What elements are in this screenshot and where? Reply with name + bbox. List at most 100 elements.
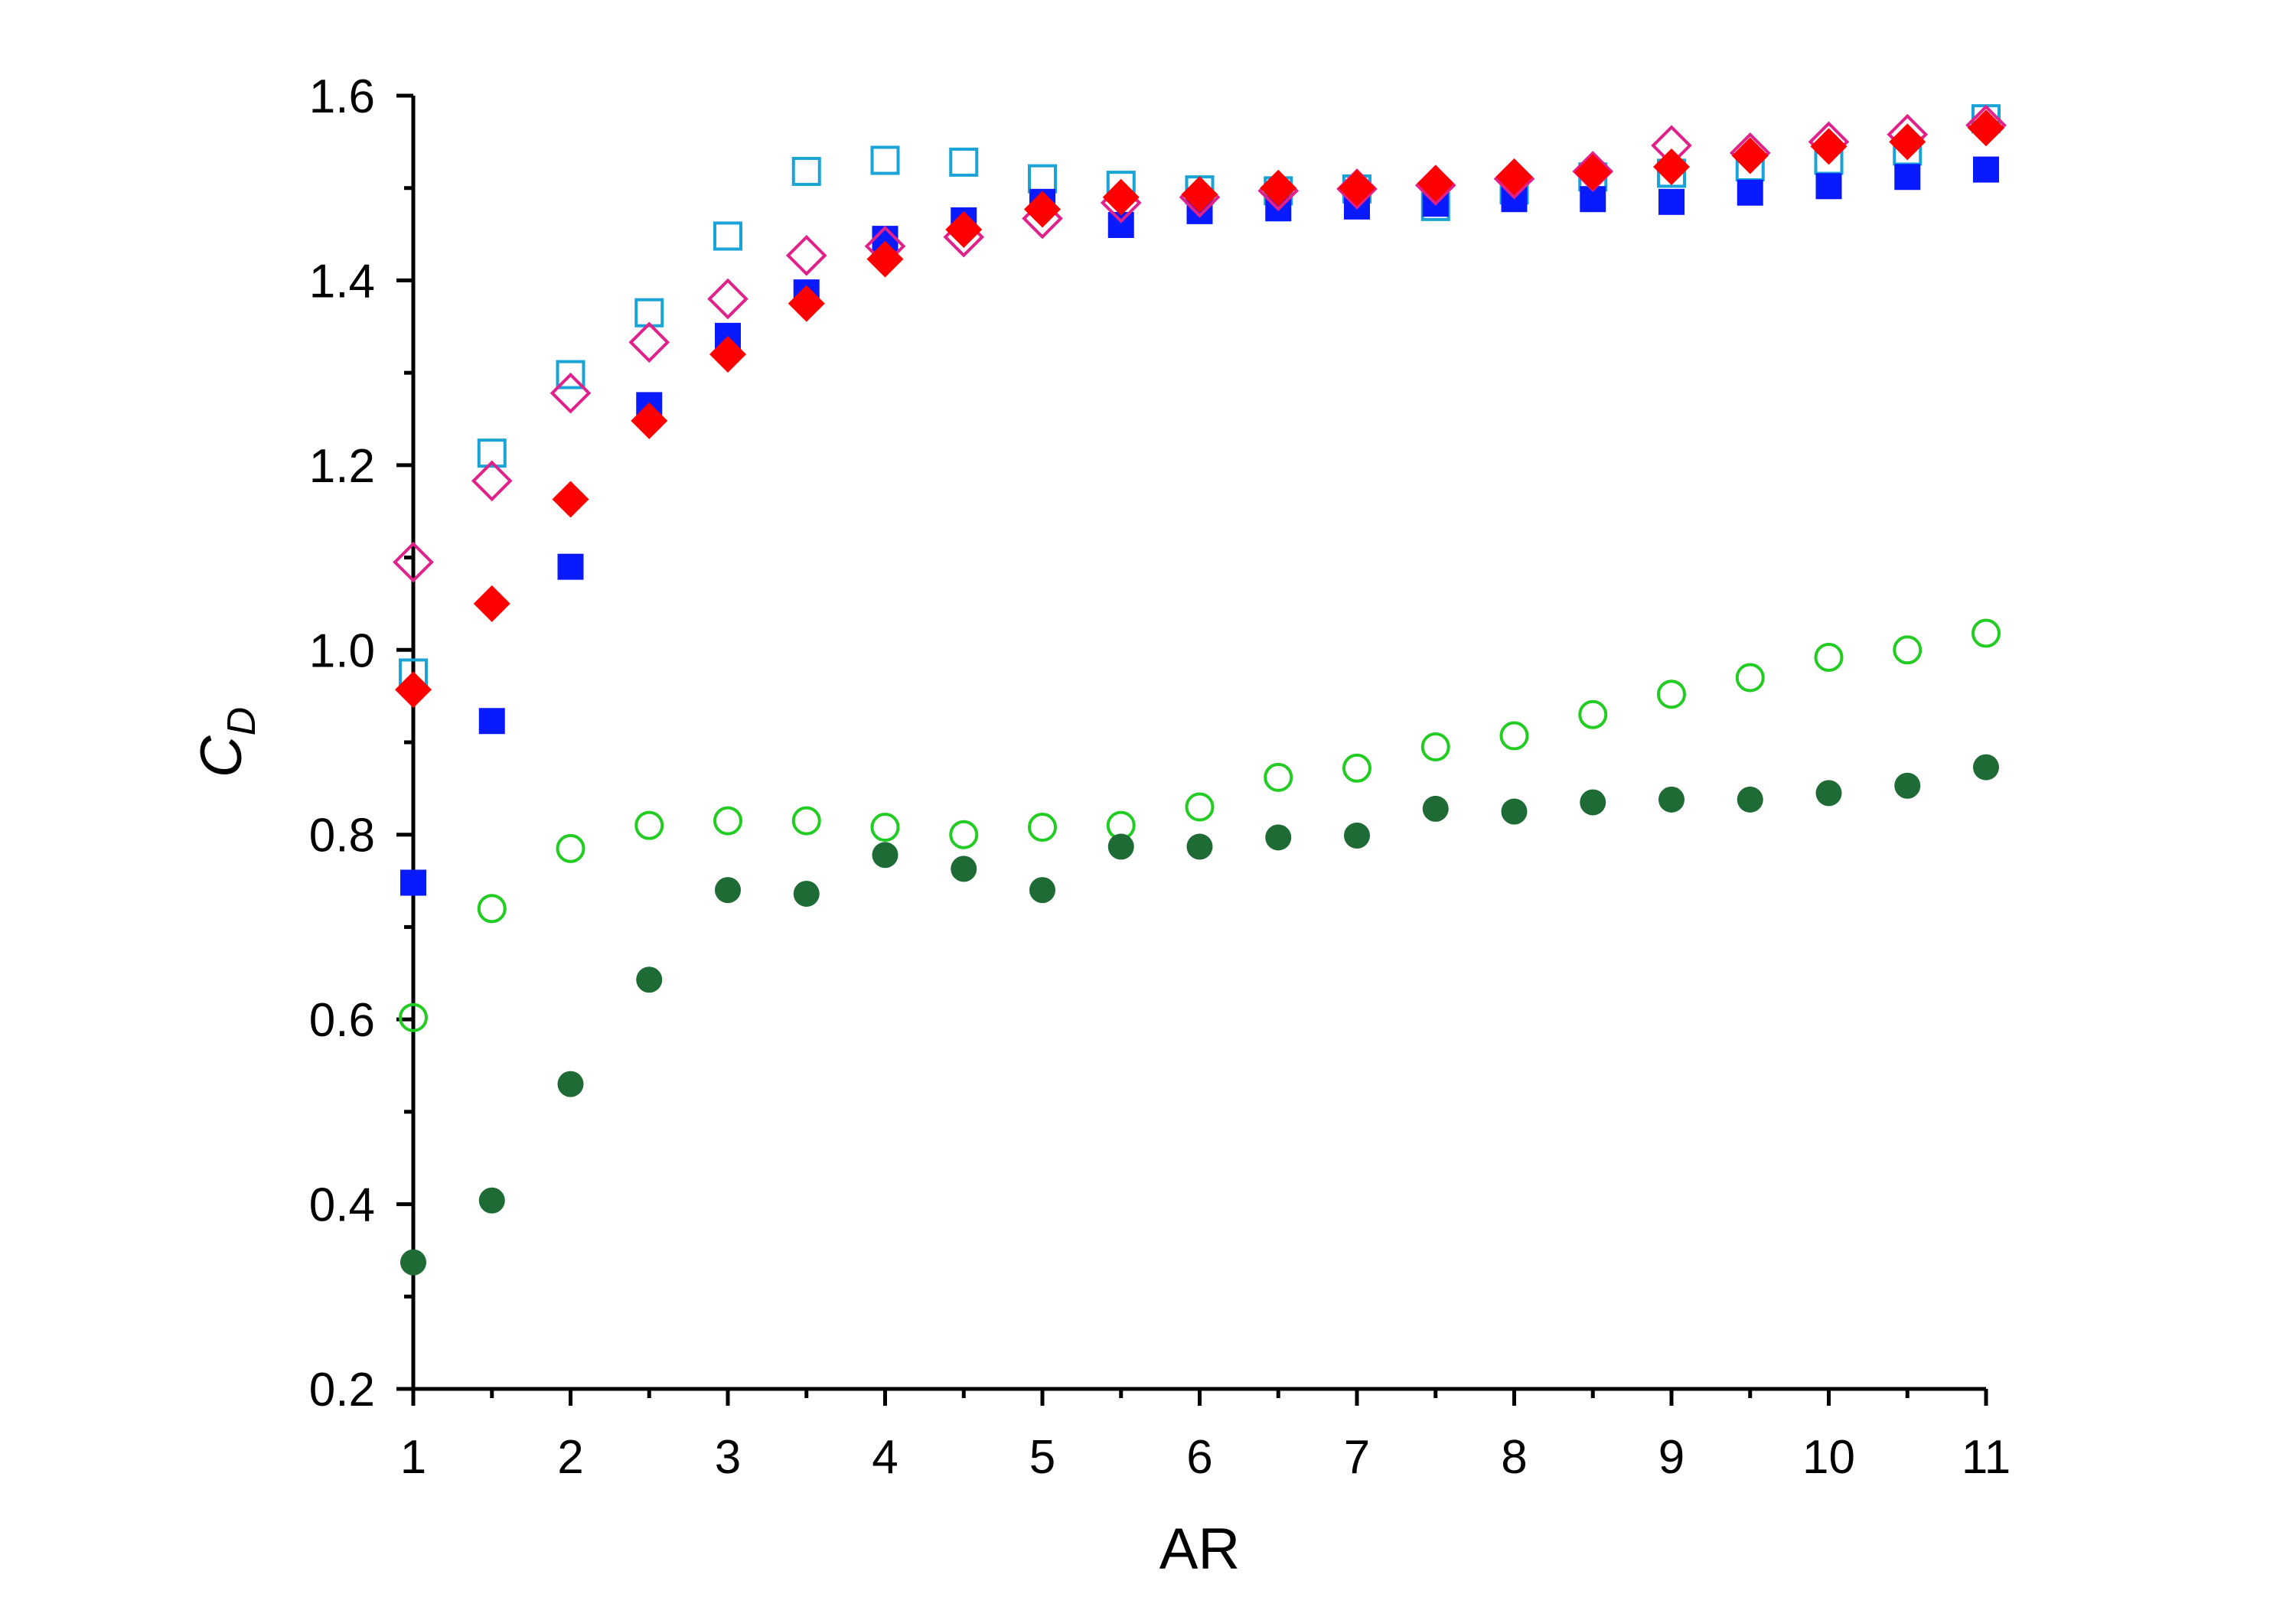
- y-tick-label: 0.2: [309, 1364, 375, 1416]
- data-point-diamond-filled: [631, 402, 668, 439]
- ticks: [396, 93, 1988, 1406]
- data-point-circle-filled: [872, 842, 899, 869]
- y-tick-label: 1.2: [309, 440, 375, 493]
- data-point-circle-open: [949, 820, 979, 849]
- y-tick-label: 0.4: [309, 1179, 375, 1232]
- data-point-circle-filled: [1658, 786, 1684, 813]
- data-point-diamond-open: [550, 372, 592, 414]
- data-point-circle-open: [1893, 635, 1923, 665]
- data-point-diamond-filled: [1339, 169, 1375, 207]
- series-layer: [393, 104, 2007, 1276]
- y-axis-title-subscript: D: [220, 707, 264, 736]
- data-point-diamond-filled: [1260, 169, 1297, 207]
- data-point-circle-filled: [557, 1071, 584, 1097]
- data-point-diamond-open: [471, 460, 513, 502]
- data-point-diamond-open: [785, 235, 827, 276]
- x-tick-label: 5: [1029, 1431, 1055, 1484]
- data-point-circle-filled: [1894, 772, 1921, 799]
- data-point-diamond-filled: [1417, 165, 1454, 202]
- data-point-circle-filled: [1501, 798, 1528, 825]
- data-point-circle-filled: [478, 1187, 505, 1214]
- data-point-circle-filled: [1737, 786, 1763, 813]
- data-point-circle-open: [1499, 721, 1529, 751]
- data-point-diamond-open: [628, 321, 670, 363]
- data-point-diamond-filled: [1181, 176, 1218, 214]
- data-point-square-filled: [1973, 156, 1999, 183]
- data-point-square-filled: [1815, 173, 1842, 200]
- data-point-square-open: [477, 438, 507, 468]
- data-point-diamond-open: [707, 278, 748, 320]
- data-point-diamond-filled: [1024, 191, 1061, 228]
- y-tick-label: 0.6: [309, 994, 375, 1047]
- data-point-square-open: [556, 360, 585, 390]
- data-point-circle-filled: [636, 966, 663, 993]
- data-point-circle-filled: [1422, 795, 1449, 822]
- data-point-diamond-filled: [709, 336, 746, 373]
- x-tick-label: 7: [1344, 1431, 1370, 1484]
- data-point-circle-filled: [1815, 780, 1842, 807]
- data-point-circle-open: [1657, 680, 1686, 709]
- data-point-circle-open: [399, 1002, 428, 1032]
- data-point-circle-open: [1185, 792, 1215, 822]
- data-point-square-filled: [478, 708, 505, 735]
- data-point-circle-open: [1028, 813, 1057, 843]
- x-tick-label: 8: [1501, 1431, 1527, 1484]
- data-point-circle-open: [1420, 732, 1450, 762]
- tick-labels: 1 2 3 4 5 6 7 8 9 10 11 0.2 0.4 0.6 0.8 1.0 1.2 1.4 1.6: [309, 70, 2011, 1484]
- data-point-square-open: [713, 221, 742, 251]
- y-axis-title-main: C: [189, 735, 254, 777]
- x-tick-label: 11: [1962, 1431, 2011, 1484]
- data-point-circle-open: [870, 813, 900, 843]
- series-diamond-filled: [395, 109, 2004, 709]
- data-point-circle-filled: [1973, 754, 1999, 781]
- data-point-diamond-filled: [788, 285, 825, 322]
- data-point-circle-open: [713, 806, 742, 836]
- x-tick-label: 6: [1186, 1431, 1212, 1484]
- data-point-square-filled: [1737, 179, 1763, 206]
- y-axis-title: CD: [189, 707, 264, 777]
- data-point-diamond-filled: [945, 211, 983, 249]
- y-tick-label: 0.8: [309, 810, 375, 862]
- y-tick-label: 1.4: [309, 255, 375, 308]
- data-point-circle-filled: [1186, 833, 1213, 860]
- data-point-diamond-filled: [1653, 148, 1690, 185]
- data-point-square-filled: [400, 869, 426, 896]
- data-point-circle-filled: [715, 877, 741, 904]
- data-point-square-filled: [1658, 188, 1684, 215]
- data-point-circle-filled: [1029, 877, 1055, 904]
- series-circle-filled: [400, 754, 1999, 1276]
- data-point-circle-filled: [1344, 822, 1370, 849]
- x-tick-label: 2: [557, 1431, 583, 1484]
- data-point-circle-open: [634, 810, 664, 840]
- data-point-diamond-filled: [1731, 137, 1769, 174]
- data-point-diamond-filled: [552, 481, 589, 518]
- x-tick-label: 9: [1658, 1431, 1684, 1484]
- x-tick-label: 10: [1802, 1431, 1855, 1484]
- data-point-circle-open: [556, 833, 585, 863]
- series-circle-open: [399, 618, 2001, 1032]
- data-point-diamond-filled: [1102, 178, 1140, 216]
- data-point-diamond-filled: [473, 585, 510, 622]
- data-point-square-open: [949, 147, 979, 177]
- data-point-square-open: [870, 145, 900, 175]
- data-point-circle-filled: [1107, 833, 1134, 860]
- x-tick-label: 3: [715, 1431, 741, 1484]
- data-point-diamond-filled: [1889, 123, 1926, 161]
- data-point-circle-open: [1971, 618, 2001, 648]
- data-point-circle-filled: [951, 856, 977, 882]
- data-point-square-open: [791, 156, 821, 186]
- x-tick-label: 1: [400, 1431, 426, 1484]
- data-point-circle-filled: [793, 880, 820, 907]
- data-point-circle-filled: [1580, 789, 1606, 816]
- data-point-circle-filled: [400, 1249, 426, 1276]
- data-point-square-open: [1028, 164, 1057, 194]
- y-tick-label: 1.6: [309, 70, 375, 123]
- data-point-square-filled: [1894, 164, 1921, 191]
- data-point-square-filled: [1107, 212, 1134, 238]
- data-point-circle-open: [1264, 762, 1293, 792]
- data-point-circle-open: [1578, 699, 1608, 729]
- data-point-circle-open: [1342, 753, 1371, 783]
- data-point-square-filled: [557, 553, 584, 580]
- data-point-circle-open: [477, 894, 507, 924]
